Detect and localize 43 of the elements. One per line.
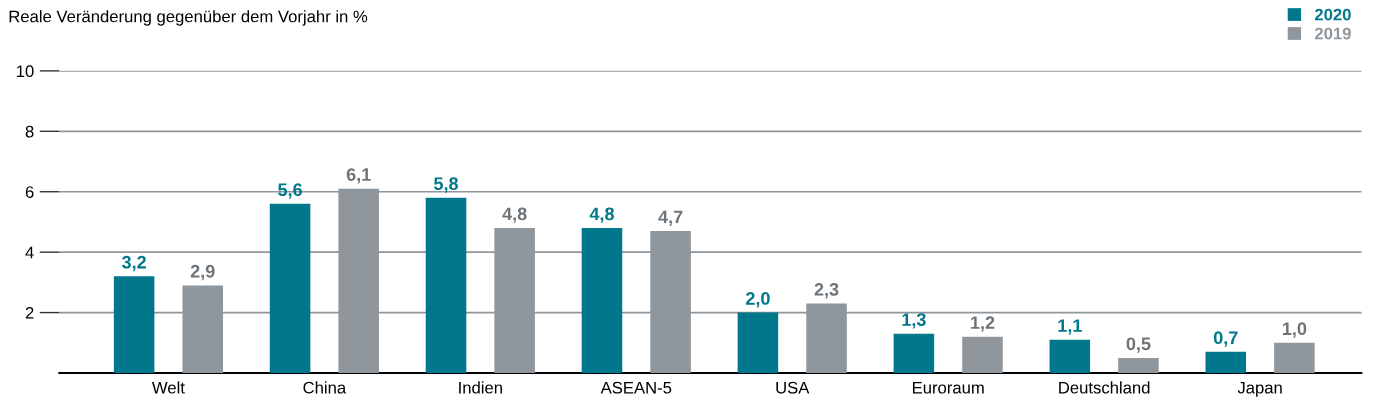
y-tick-label: 6	[25, 186, 34, 198]
data-label: 3,2	[121, 255, 146, 272]
y-tick-label: 8	[25, 125, 34, 138]
data-label: 2,9	[190, 264, 215, 281]
bar	[1274, 342, 1315, 373]
y-tick-label: 4	[25, 246, 34, 259]
y-axis-title: Reale Veränderung gegenüber dem Vorjahr in %	[9, 10, 368, 26]
data-label: 1,3	[902, 313, 926, 329]
x-tick-label: Indien	[459, 381, 502, 394]
data-label: 0,5	[1126, 337, 1151, 353]
data-label: 5,8	[434, 177, 459, 193]
x-tick-label: Japan	[1237, 381, 1282, 397]
bar	[581, 227, 623, 373]
bar	[1118, 357, 1159, 373]
data-label: 4,8	[502, 207, 527, 223]
data-label: 4,7	[658, 210, 683, 226]
y-tick-label: 10	[16, 65, 34, 78]
bar	[737, 312, 779, 373]
bar	[269, 203, 311, 373]
x-tick-label: USA	[776, 381, 810, 394]
x-tick-label: China	[303, 381, 347, 394]
data-label: 1,0	[1282, 322, 1307, 338]
data-label: 4,8	[589, 207, 614, 223]
x-tick-label: ASEAN-5	[600, 381, 672, 394]
legend-label: 2019	[1314, 27, 1351, 40]
bar	[962, 336, 1003, 373]
legend-label: 2020	[1314, 8, 1351, 21]
data-label: 1,1	[1058, 319, 1082, 335]
data-label: 0,7	[1213, 331, 1238, 347]
x-tick-label: Euroraum	[912, 381, 984, 394]
data-label: 5,6	[278, 183, 302, 199]
x-tick-label: Welt	[151, 381, 185, 394]
bar	[893, 333, 935, 373]
bar	[1049, 339, 1091, 373]
y-tick-label: 2	[25, 306, 34, 319]
x-tick-label: Deutschland	[1059, 381, 1150, 394]
data-label: 2,0	[746, 292, 770, 308]
data-label: 1,2	[971, 316, 995, 332]
bar	[1205, 351, 1247, 373]
data-label: 2,3	[814, 282, 839, 299]
data-label: 6,1	[346, 168, 371, 184]
bar	[425, 197, 467, 373]
bar	[113, 276, 155, 373]
